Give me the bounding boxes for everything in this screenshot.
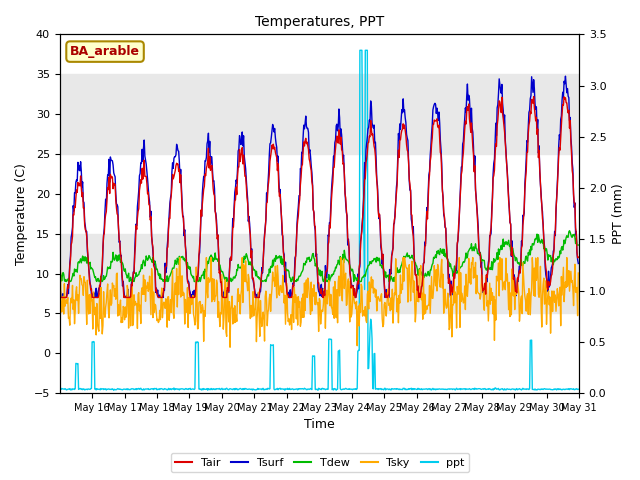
- Y-axis label: PPT (mm): PPT (mm): [612, 183, 625, 244]
- Bar: [60, 74, 579, 154]
- Title: Temperatures, PPT: Temperatures, PPT: [255, 15, 384, 29]
- Text: BA_arable: BA_arable: [70, 45, 140, 58]
- X-axis label: Time: Time: [304, 419, 335, 432]
- Legend: Tair, Tsurf, Tdew, Tsky, ppt: Tair, Tsurf, Tdew, Tsky, ppt: [171, 453, 469, 472]
- Y-axis label: Temperature (C): Temperature (C): [15, 163, 28, 264]
- Bar: [60, 234, 579, 313]
